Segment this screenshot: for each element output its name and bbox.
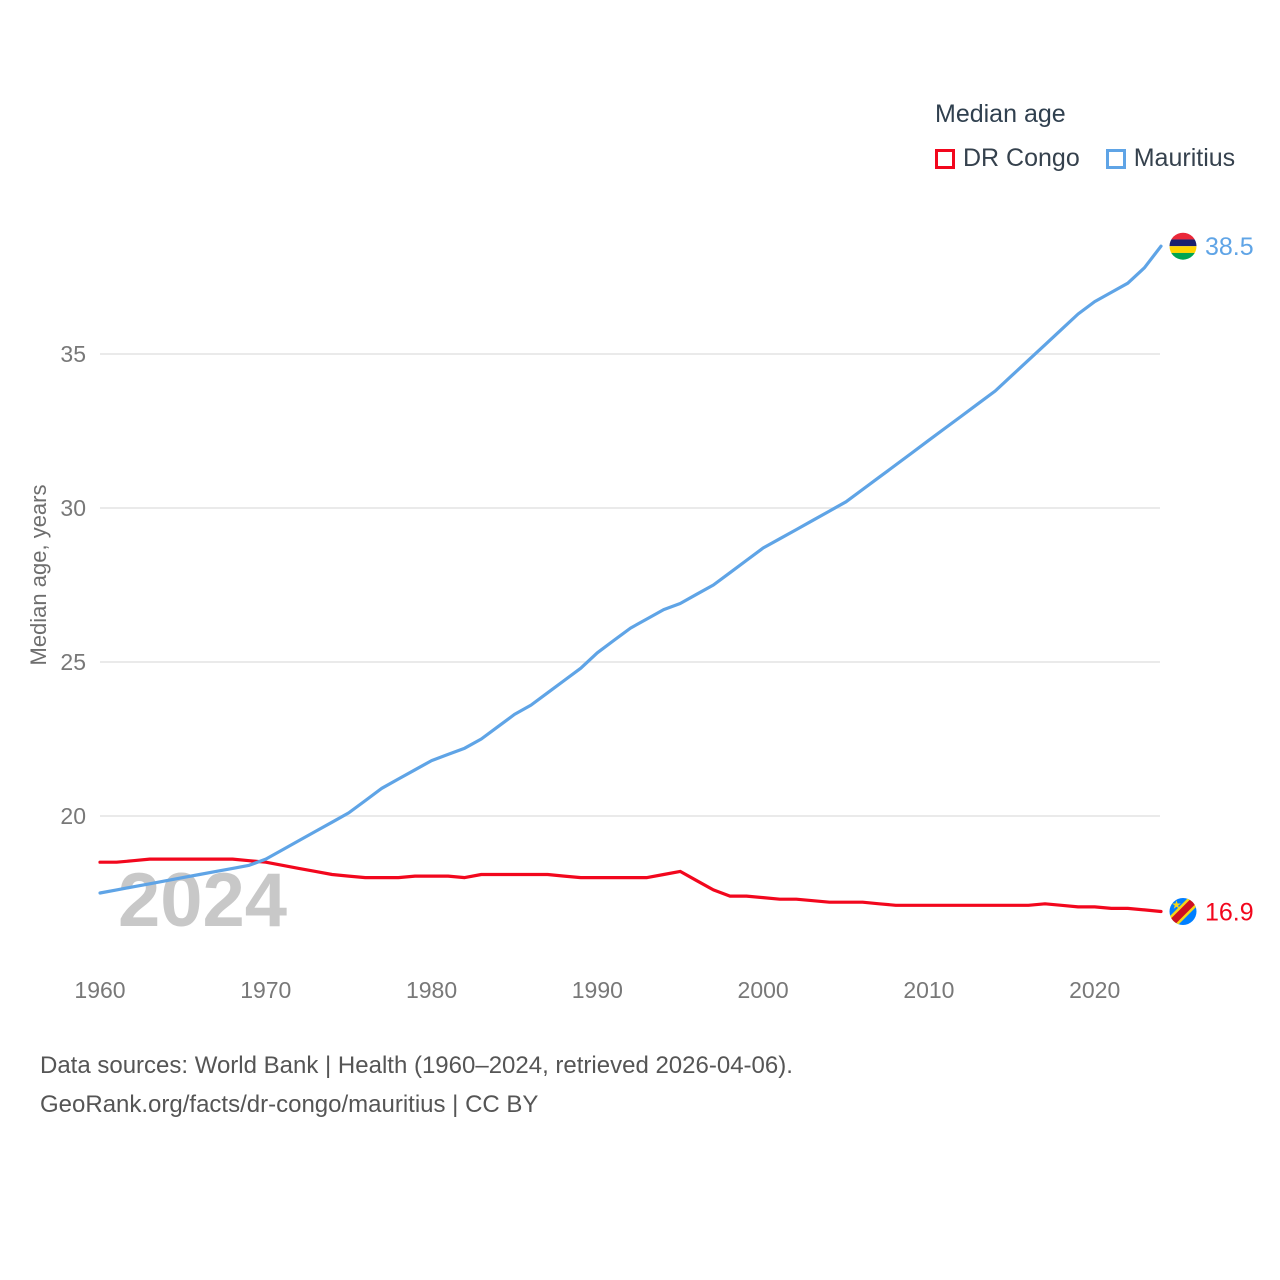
- legend-item-dr-congo[interactable]: DR Congo: [935, 144, 1080, 173]
- mauritius-end-marker: 38.5: [1169, 232, 1254, 261]
- x-tick-label: 2010: [903, 977, 954, 1003]
- legend-title: Median age: [935, 100, 1066, 128]
- legend-label-dr-congo: DR Congo: [963, 144, 1080, 172]
- mauritius-flag-icon: [1169, 232, 1197, 260]
- y-tick-label: 25: [60, 649, 86, 675]
- legend-items: DR Congo Mauritius: [935, 144, 1235, 173]
- x-tick-label: 2000: [738, 977, 789, 1003]
- y-axis-tick-labels: 20 25 30 35: [60, 341, 86, 829]
- chart-legend: Median age DR Congo Mauritius: [935, 100, 1235, 173]
- dr-congo-swatch-icon: [935, 148, 955, 169]
- chart-footer: Data sources: World Bank | Health (1960–…: [40, 1046, 793, 1124]
- dr-congo-end-value: 16.9: [1205, 899, 1254, 927]
- y-tick-label: 30: [60, 495, 86, 521]
- x-axis-tick-labels: 1960 1970 1980 1990 2000 2010 2020: [74, 977, 1120, 1003]
- mauritius-line: [98, 244, 1163, 895]
- y-axis-title: Median age, years: [26, 485, 51, 666]
- footer-attribution: GeoRank.org/facts/dr-congo/mauritius | C…: [40, 1091, 539, 1118]
- line-chart: 2024 Median age, years 20 25 30 35 1960 1970…: [26, 232, 1254, 1003]
- watermark-year: 2024: [118, 858, 287, 943]
- x-tick-label: 1980: [406, 977, 457, 1003]
- legend-label-mauritius: Mauritius: [1133, 144, 1236, 172]
- x-tick-label: 1960: [74, 977, 125, 1003]
- y-tick-label: 35: [60, 341, 86, 367]
- x-tick-label: 1970: [240, 977, 291, 1003]
- dr-congo-end-marker: 16.9: [1169, 898, 1254, 927]
- dr-congo-flag-icon: [1169, 898, 1197, 925]
- dr-congo-line: [98, 857, 1163, 914]
- mauritius-end-value: 38.5: [1205, 233, 1254, 261]
- mauritius-swatch-icon: [1105, 148, 1126, 169]
- gridlines: [100, 353, 1160, 817]
- footer-data-sources: Data sources: World Bank | Health (1960–…: [40, 1052, 793, 1079]
- x-tick-label: 2020: [1069, 977, 1120, 1003]
- y-tick-label: 20: [60, 803, 86, 829]
- legend-item-mauritius[interactable]: Mauritius: [1105, 144, 1236, 173]
- x-tick-label: 1990: [572, 977, 623, 1003]
